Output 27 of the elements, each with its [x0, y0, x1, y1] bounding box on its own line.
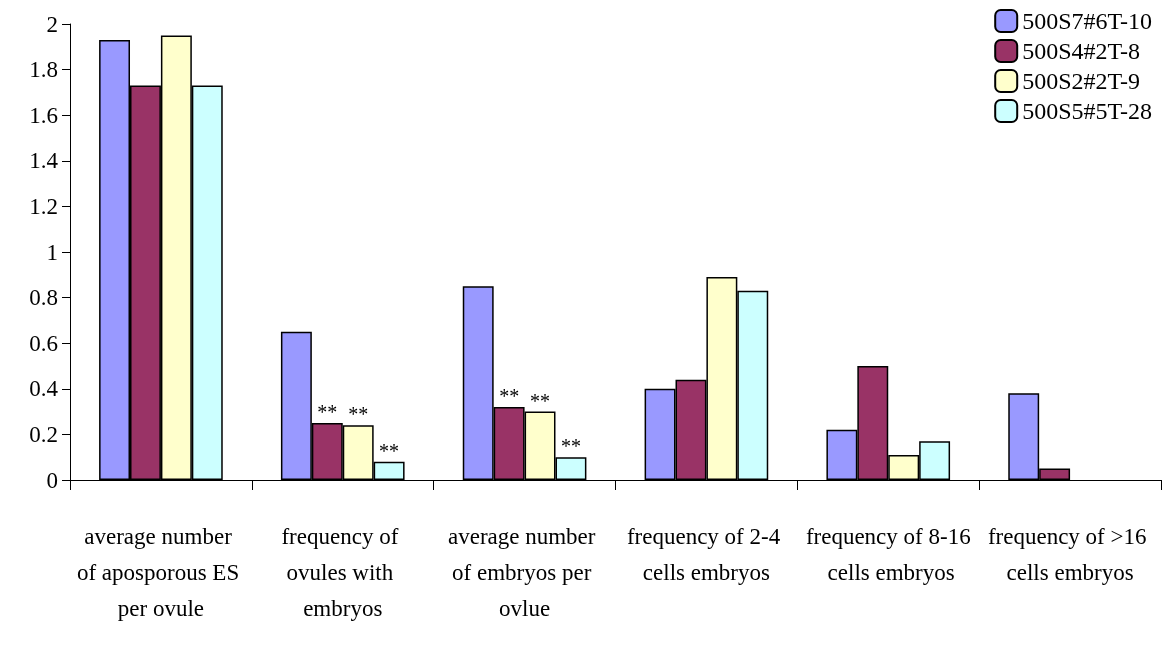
- x-tick-label: frequency of 2-4 cells embryos: [626, 523, 786, 585]
- y-tick-label: 1.6: [29, 102, 58, 128]
- annotation: **: [499, 385, 520, 408]
- annotation: **: [379, 439, 400, 462]
- legend-label: 500S7#6T-10: [1022, 8, 1152, 34]
- y-tick-label: 1: [46, 239, 58, 265]
- annotation: **: [560, 435, 581, 458]
- x-tick-label: average number of aposporous ES per ovule: [76, 523, 245, 621]
- y-tick-label: 2: [46, 11, 58, 37]
- legend-label: 500S5#5T-28: [1022, 98, 1152, 124]
- y-tick-label: 1.4: [29, 148, 59, 174]
- y-tick-label: 0.4: [29, 376, 59, 402]
- y-tick-label: 1.2: [29, 193, 58, 219]
- y-tick-label: 0.6: [29, 330, 58, 356]
- x-tick-label: frequency of >16 cells embryos: [987, 523, 1153, 585]
- x-tick-label: frequency of ovules with embryos: [281, 523, 405, 621]
- y-tick-label: 1.8: [29, 57, 58, 83]
- annotation: **: [348, 403, 369, 426]
- y-tick-label: 0.8: [29, 285, 58, 311]
- legend-label: 500S2#2T-9: [1022, 68, 1140, 94]
- annotation: **: [530, 389, 551, 412]
- x-tick-label: frequency of 8-16 cells embryos: [805, 523, 971, 585]
- annotation: **: [317, 401, 338, 423]
- legend-label: 500S4#2T-8: [1022, 38, 1140, 64]
- y-tick-label: 0: [46, 467, 58, 493]
- x-tick-label: average number of embryos per ovlue: [447, 523, 602, 621]
- y-tick-label: 0.2: [29, 421, 58, 447]
